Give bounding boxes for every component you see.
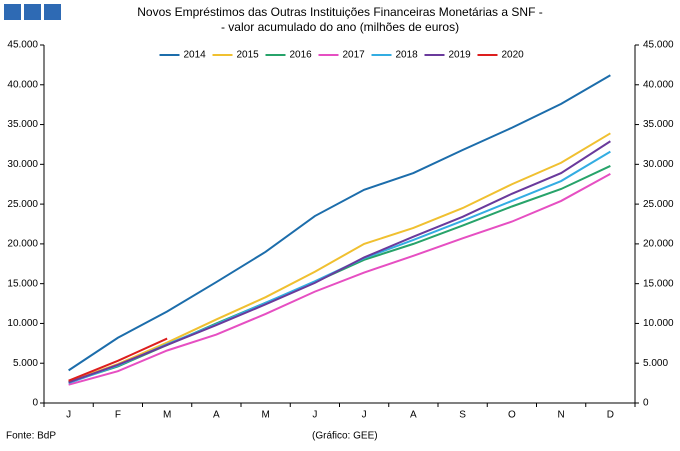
logo-square: [44, 4, 61, 20]
legend-label: 2015: [237, 50, 260, 61]
y2-tick-label: 30.000: [643, 159, 674, 170]
chart-subtitle: - valor acumulado do ano (milhões de eur…: [221, 20, 459, 34]
source: Fonte: BdP: [6, 431, 56, 442]
x-tick-label: M: [261, 410, 269, 421]
logo-square: [24, 4, 41, 20]
x-tick-label: N: [558, 410, 565, 421]
line-series: [68, 173, 611, 386]
legend-label: 2016: [290, 50, 313, 61]
y2-tick-label: 15.000: [643, 278, 674, 289]
y-tick-label: 10.000: [7, 318, 38, 329]
x-tick-label: J: [362, 410, 367, 421]
y2-tick-label: 40.000: [643, 79, 674, 90]
legend-label: 2017: [343, 50, 366, 61]
legend-label: 2018: [396, 50, 419, 61]
logo-square: [4, 4, 21, 20]
y2-tick-label: 45.000: [643, 40, 674, 51]
x-tick-label: J: [312, 410, 317, 421]
y-tick-label: 45.000: [7, 40, 38, 51]
y2-tick-label: 35.000: [643, 119, 674, 130]
line-series: [68, 140, 611, 384]
x-tick-label: M: [163, 410, 171, 421]
y-tick-label: 40.000: [7, 79, 38, 90]
y-tick-label: 35.000: [7, 119, 38, 130]
line-series: [68, 337, 168, 382]
legend-label: 2014: [184, 50, 207, 61]
x-tick-label: D: [607, 410, 614, 421]
y-tick-label: 20.000: [7, 239, 38, 250]
y-tick-label: 15.000: [7, 278, 38, 289]
line-series: [68, 132, 611, 383]
y2-tick-label: 25.000: [643, 199, 674, 210]
y-tick-label: 0: [32, 398, 38, 409]
x-tick-label: J: [66, 410, 71, 421]
x-tick-label: S: [459, 410, 466, 421]
line-series: [68, 74, 611, 372]
x-tick-label: A: [213, 410, 220, 421]
legend-label: 2019: [449, 50, 472, 61]
y2-tick-label: 0: [643, 398, 649, 409]
x-tick-label: O: [508, 410, 516, 421]
legend-label: 2020: [502, 50, 525, 61]
y-tick-label: 30.000: [7, 159, 38, 170]
y-tick-label: 5.000: [13, 358, 38, 369]
y2-tick-label: 20.000: [643, 239, 674, 250]
y2-tick-label: 5.000: [643, 358, 668, 369]
credit: (Gráfico: GEE): [312, 431, 378, 442]
x-tick-label: F: [115, 410, 121, 421]
chart-title: Novos Empréstimos das Outras Instituiçõe…: [137, 5, 542, 19]
y2-tick-label: 10.000: [643, 318, 674, 329]
y-tick-label: 25.000: [7, 199, 38, 210]
x-tick-label: A: [410, 410, 417, 421]
